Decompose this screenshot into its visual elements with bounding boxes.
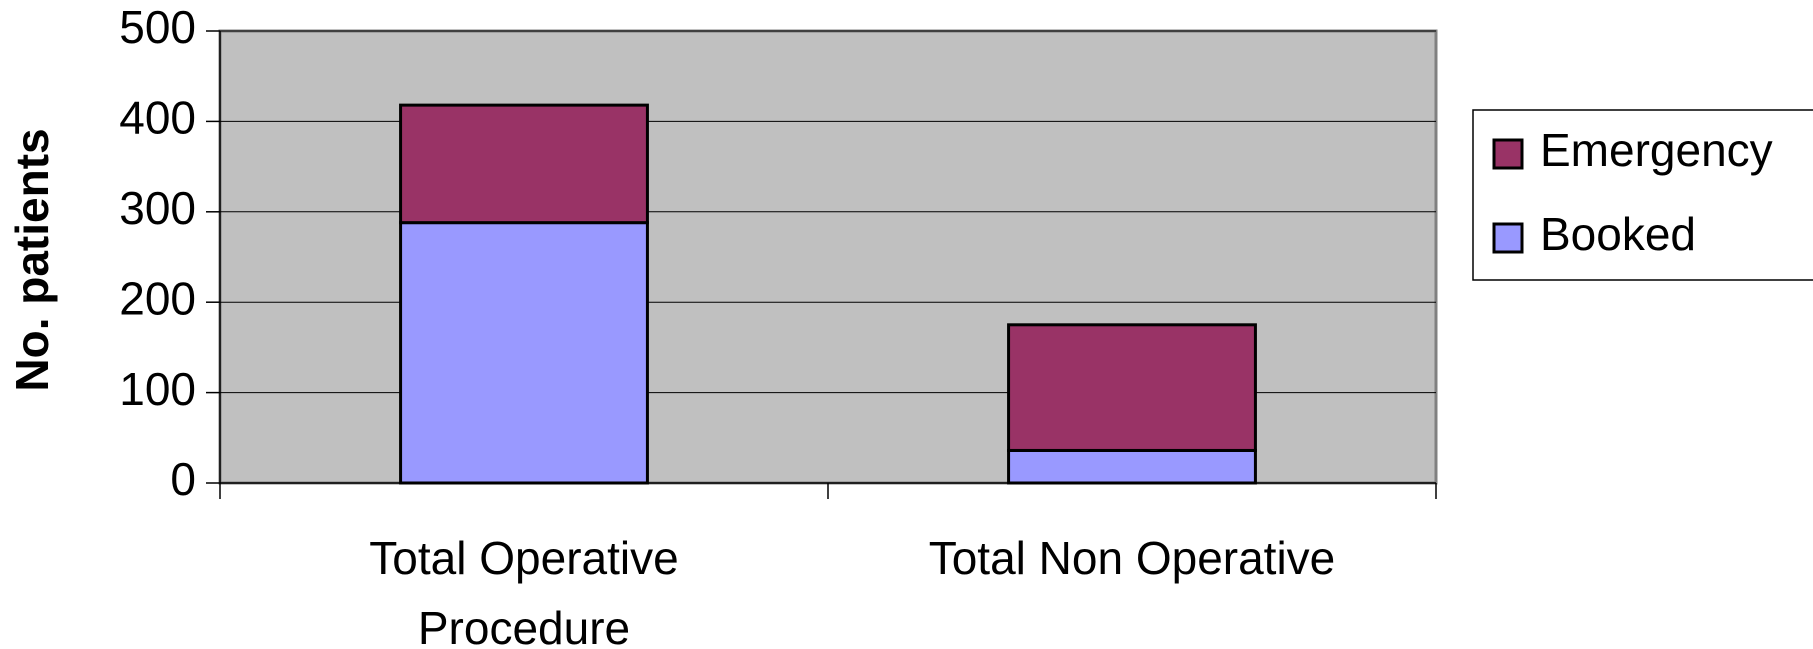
legend-box <box>1472 109 1813 281</box>
y-axis-title: No. patients <box>6 128 58 391</box>
legend-label: Emergency <box>1540 124 1773 176</box>
legend-swatch <box>1492 222 1524 254</box>
legend-label: Booked <box>1540 208 1696 260</box>
y-tick-label: 300 <box>119 182 196 234</box>
x-tick-label: Total Non Operative <box>928 532 1336 584</box>
bar-segment <box>399 103 649 225</box>
y-tick-label: 400 <box>119 92 196 144</box>
y-tick-label: 0 <box>170 453 196 505</box>
bar-segment <box>399 221 649 485</box>
bar-segment <box>1007 323 1257 452</box>
y-tick-label: 100 <box>119 363 196 415</box>
y-tick-label: 500 <box>119 1 196 53</box>
bar-segment <box>1007 448 1257 485</box>
legend-swatch <box>1492 138 1524 170</box>
x-tick-label: Total Operative Procedure <box>369 532 679 649</box>
y-tick-label: 200 <box>119 272 196 324</box>
